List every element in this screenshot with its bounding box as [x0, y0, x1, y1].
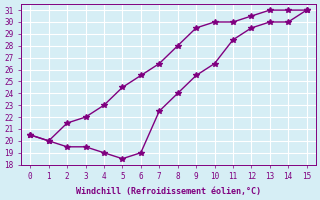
X-axis label: Windchill (Refroidissement éolien,°C): Windchill (Refroidissement éolien,°C): [76, 187, 261, 196]
